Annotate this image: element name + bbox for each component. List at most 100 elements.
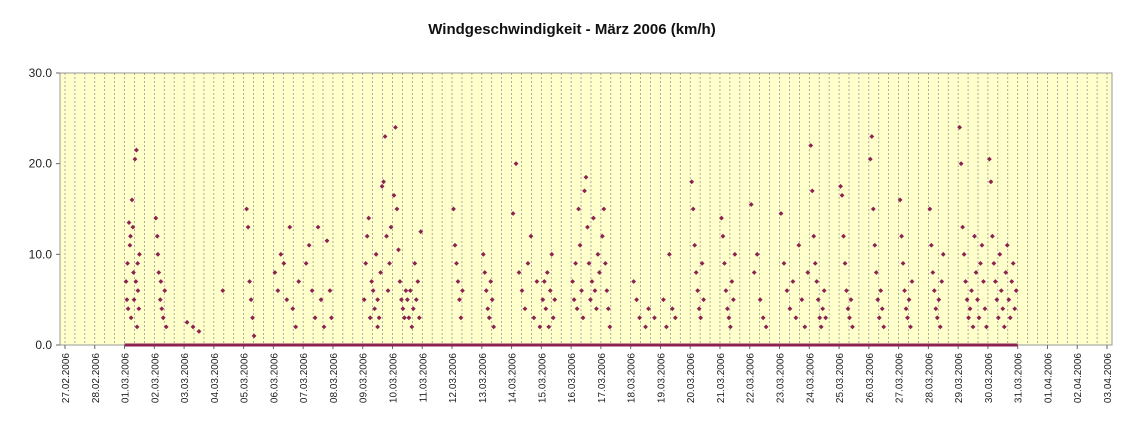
data-point	[407, 288, 413, 293]
data-point	[994, 297, 1000, 303]
data-point	[135, 288, 141, 293]
data-point	[157, 297, 163, 303]
data-point	[989, 233, 995, 239]
data-point	[513, 161, 519, 167]
data-point	[220, 288, 226, 293]
data-point	[381, 179, 386, 185]
data-point	[391, 193, 397, 198]
data-point	[510, 211, 516, 216]
x-tick-label: 09.03.2006	[359, 353, 370, 403]
x-tick-label: 05.03.2006	[240, 353, 251, 403]
data-point	[726, 315, 732, 321]
data-point	[967, 306, 973, 312]
data-point	[137, 251, 142, 257]
data-point	[931, 288, 937, 293]
data-point	[872, 242, 878, 248]
data-point	[754, 251, 760, 257]
data-point	[519, 288, 525, 293]
data-point	[815, 297, 821, 303]
x-tick-label: 02.04.2006	[1073, 353, 1084, 403]
data-point	[552, 297, 558, 303]
data-point	[415, 279, 421, 284]
data-point	[906, 297, 912, 303]
data-point	[961, 251, 967, 257]
data-point	[784, 288, 790, 293]
data-point	[154, 233, 160, 239]
y-tick-label: 0.0	[35, 338, 52, 352]
data-point	[412, 261, 418, 266]
data-point	[361, 297, 367, 303]
data-point	[327, 288, 333, 293]
x-tick-label: 12.03.2006	[448, 353, 459, 403]
data-point	[576, 206, 581, 212]
data-point	[577, 242, 583, 248]
x-tick-label: 03.04.2006	[1103, 353, 1114, 403]
data-point	[781, 261, 787, 266]
data-point	[546, 324, 552, 330]
data-point	[992, 279, 998, 284]
data-point	[867, 156, 873, 162]
x-tick-label: 13.03.2006	[478, 353, 489, 403]
x-tick-label: 20.03.2006	[686, 353, 697, 403]
data-point	[133, 279, 139, 284]
data-point	[842, 261, 848, 266]
data-point	[531, 315, 537, 321]
data-point	[369, 279, 375, 284]
data-point	[1013, 288, 1019, 293]
data-point	[631, 279, 637, 284]
data-point	[881, 324, 887, 330]
y-axis-ticks: 0.0 10.0 20.0 30.0	[29, 66, 60, 352]
data-point	[153, 215, 159, 221]
data-point	[723, 288, 729, 293]
data-point	[1010, 261, 1016, 266]
data-point	[379, 183, 385, 189]
data-point	[964, 297, 970, 303]
data-point	[823, 315, 829, 321]
data-point	[870, 206, 876, 212]
data-point	[275, 288, 281, 293]
data-point	[790, 279, 796, 284]
data-point	[698, 315, 704, 321]
data-point	[128, 233, 133, 239]
y-tick-label: 10.0	[29, 247, 53, 261]
data-point	[384, 233, 389, 239]
data-point	[760, 315, 766, 321]
data-point	[196, 329, 202, 334]
data-point	[544, 270, 550, 275]
data-point	[848, 297, 854, 303]
x-tick-label: 15.03.2006	[537, 353, 548, 403]
data-point	[940, 251, 946, 257]
data-point	[537, 324, 543, 330]
data-point	[808, 143, 814, 148]
data-point	[909, 279, 915, 284]
data-point	[158, 279, 164, 284]
data-point	[720, 233, 726, 239]
data-point	[1004, 242, 1010, 248]
data-point	[878, 288, 884, 293]
data-point	[549, 251, 555, 257]
data-point	[306, 242, 312, 248]
x-tick-label: 27.03.2006	[895, 353, 906, 403]
data-point	[287, 224, 293, 230]
data-point	[309, 288, 315, 293]
data-point	[661, 297, 666, 303]
data-point	[796, 242, 802, 248]
data-point	[570, 279, 576, 284]
x-tick-label: 28.03.2006	[924, 353, 935, 403]
data-point	[984, 324, 989, 330]
data-point	[844, 288, 849, 293]
data-point	[594, 306, 599, 312]
data-point	[485, 306, 491, 312]
x-axis-ticks: 27.02.2006 28.02.2006 01.03.2006 02.03.2006…	[61, 345, 1114, 403]
data-point	[805, 270, 811, 275]
x-tick-label: 16.03.2006	[567, 353, 578, 403]
data-point	[272, 270, 278, 275]
data-point	[403, 288, 409, 293]
data-point	[995, 315, 1001, 321]
data-point	[589, 279, 595, 284]
data-point	[818, 324, 824, 330]
data-point	[814, 279, 820, 284]
data-point	[410, 306, 416, 312]
data-point	[939, 279, 945, 284]
data-point	[480, 251, 486, 257]
